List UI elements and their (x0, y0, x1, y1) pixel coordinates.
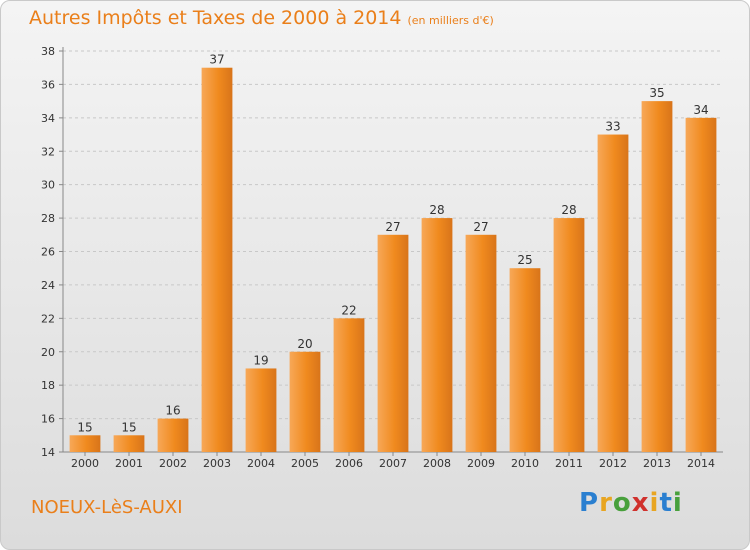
logo-letter: i (672, 488, 683, 518)
x-tick-label: 2009 (467, 457, 495, 470)
data-label: 19 (253, 353, 268, 367)
bar (245, 368, 277, 452)
bar (421, 218, 453, 452)
x-tick-label: 2007 (379, 457, 407, 470)
bar (377, 234, 409, 452)
data-label: 16 (165, 404, 180, 418)
y-tick-label: 24 (41, 279, 55, 292)
x-tick-label: 2001 (115, 457, 143, 470)
proxiti-logo: Proxiti (579, 488, 683, 518)
bar (113, 435, 145, 452)
bar (685, 117, 717, 452)
y-tick-label: 38 (41, 45, 55, 58)
y-tick-label: 14 (41, 446, 55, 459)
y-tick-label: 20 (41, 346, 55, 359)
bar (333, 318, 365, 452)
data-label: 27 (385, 220, 400, 234)
x-tick-label: 2005 (291, 457, 319, 470)
data-label: 25 (517, 253, 532, 267)
y-tick-label: 26 (41, 246, 55, 259)
y-tick-label: 18 (41, 379, 55, 392)
data-label: 15 (121, 420, 136, 434)
data-label: 28 (561, 203, 576, 217)
x-tick-label: 2012 (599, 457, 627, 470)
logo-letter: P (579, 488, 600, 518)
chart-title: Autres Impôts et Taxes de 2000 à 2014 (en… (29, 7, 494, 29)
chart-title-text: Autres Impôts et Taxes de 2000 à 2014 (29, 7, 402, 29)
logo-letter: r (599, 488, 613, 518)
y-tick-label: 28 (41, 212, 55, 225)
data-label: 37 (209, 53, 224, 67)
x-tick-label: 2008 (423, 457, 451, 470)
bar (553, 218, 585, 452)
bars (69, 67, 717, 452)
bar (641, 101, 673, 452)
bar (465, 234, 497, 452)
x-tick-label: 2006 (335, 457, 363, 470)
x-tick-label: 2011 (555, 457, 583, 470)
x-tick-label: 2003 (203, 457, 231, 470)
y-tick-label: 36 (41, 78, 55, 91)
chart-subtitle: (en milliers d'€) (407, 14, 494, 27)
bar (69, 435, 101, 452)
data-label: 15 (77, 420, 92, 434)
x-tick-label: 2014 (687, 457, 715, 470)
data-label: 27 (473, 220, 488, 234)
y-tick-label: 16 (41, 413, 55, 426)
x-tick-label: 2013 (643, 457, 671, 470)
bar (597, 134, 629, 452)
data-label: 34 (693, 103, 708, 117)
y-tick-label: 34 (41, 112, 55, 125)
bar (157, 418, 189, 452)
data-label: 28 (429, 203, 444, 217)
y-tick-label: 32 (41, 145, 55, 158)
bar (201, 67, 233, 452)
logo-letter: o (612, 488, 632, 518)
x-tick-label: 2002 (159, 457, 187, 470)
x-tick-label: 2004 (247, 457, 275, 470)
bar (289, 351, 321, 452)
data-label: 22 (341, 303, 356, 317)
logo-letter: x (631, 488, 650, 518)
x-tick-label: 2010 (511, 457, 539, 470)
labels: 14 16 18 20 22 24 26 28 30 32 34 36 38 15 2000 15 2001 16… (41, 45, 715, 470)
y-tick-label: 30 (41, 179, 55, 192)
data-label: 35 (649, 86, 664, 100)
bar (509, 268, 541, 452)
place-name: NOEUX-LèS-AUXI (31, 497, 183, 518)
logo-letter: t (659, 488, 673, 518)
data-label: 20 (297, 337, 312, 351)
data-label: 33 (605, 120, 620, 134)
y-tick-label: 22 (41, 312, 55, 325)
x-tick-label: 2000 (71, 457, 99, 470)
logo-letter: i (649, 488, 660, 518)
